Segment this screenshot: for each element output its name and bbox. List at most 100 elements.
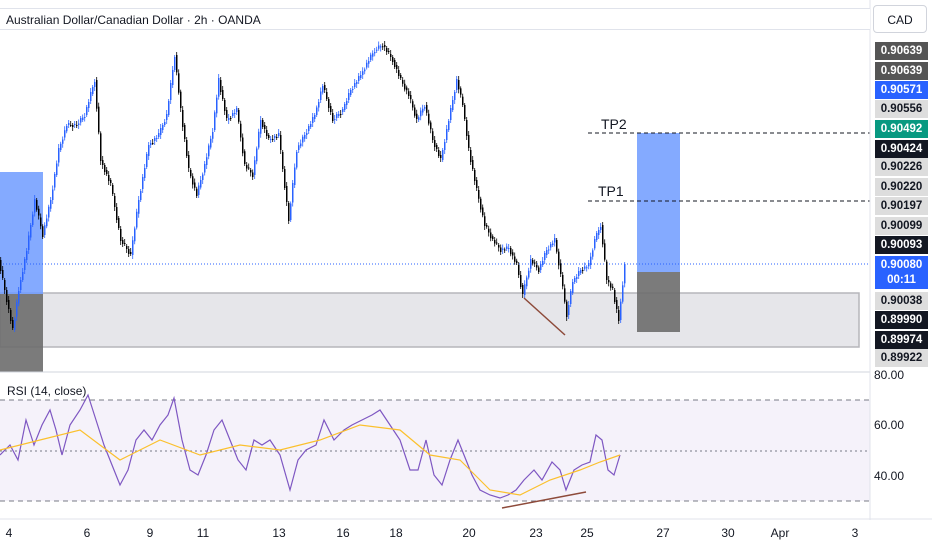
candle-body <box>494 240 496 244</box>
candle-body <box>596 233 598 240</box>
candle-body <box>306 133 308 135</box>
candle-body <box>104 165 106 172</box>
candle-body <box>346 101 348 105</box>
left-loss-zone[interactable] <box>0 294 43 372</box>
candle-body <box>60 143 62 150</box>
candle-body <box>352 89 354 90</box>
candle-body <box>490 232 492 239</box>
candle-body <box>474 170 476 181</box>
candle-body <box>22 272 24 280</box>
candle-body <box>438 150 440 156</box>
candle-body <box>236 108 238 112</box>
candle-body <box>550 244 552 248</box>
candle-body <box>68 123 70 125</box>
long-position-loss-zone[interactable] <box>637 272 680 332</box>
candle-body <box>46 218 48 227</box>
candle-body <box>366 62 368 68</box>
candle-body <box>64 130 66 138</box>
candle-body <box>324 85 326 90</box>
candle-body <box>6 290 8 302</box>
candle-body <box>132 240 134 255</box>
candle-body <box>402 80 404 84</box>
candle-body <box>186 140 188 156</box>
candle-body <box>602 225 604 245</box>
candle-body <box>486 225 488 227</box>
candle-body <box>296 152 298 168</box>
candle-body <box>110 180 112 183</box>
candle-body <box>258 131 260 148</box>
time-axis-label: 11 <box>196 526 210 540</box>
candle-body <box>334 119 336 120</box>
candle-body <box>284 169 286 188</box>
tp2-label[interactable]: TP2 <box>601 116 627 132</box>
candle-body <box>570 291 572 304</box>
candle-body <box>420 110 422 117</box>
candle-body <box>238 110 240 122</box>
candle-body <box>460 88 462 95</box>
candle-body <box>214 112 216 130</box>
candle-body <box>424 107 426 109</box>
candle-body <box>154 138 156 141</box>
candle-body <box>466 120 468 136</box>
candle-body <box>222 90 224 99</box>
candle-body <box>316 107 318 115</box>
candle-body <box>142 177 144 189</box>
candle-body <box>406 87 408 91</box>
candle-body <box>348 93 350 100</box>
rsi-axis-80: 80.00 <box>874 368 905 382</box>
candle-body <box>504 249 506 251</box>
demand-zone[interactable] <box>0 292 860 348</box>
left-profit-zone[interactable] <box>0 172 43 294</box>
candle-body <box>456 79 458 90</box>
tp1-label[interactable]: TP1 <box>598 183 624 199</box>
candle-body <box>410 95 412 100</box>
rsi-divergence-line[interactable] <box>501 491 587 509</box>
candle-body <box>228 118 230 120</box>
time-axis-label: 23 <box>529 526 543 540</box>
candle-body <box>370 54 372 60</box>
candle-body <box>174 57 176 70</box>
candle-body <box>260 120 262 134</box>
candlestick-series <box>0 41 626 332</box>
price-axis-label: 0.90424 <box>875 140 928 158</box>
candle-body <box>328 99 330 108</box>
candle-body <box>102 160 104 165</box>
time-axis-label: 9 <box>146 526 154 540</box>
candle-body <box>216 97 218 114</box>
time-axis-label: 27 <box>656 526 670 540</box>
candle-body <box>332 113 334 121</box>
time-axis-label: 25 <box>580 526 594 540</box>
candle-body <box>360 75 362 78</box>
candle-body <box>244 151 246 164</box>
candle-body <box>534 262 536 264</box>
candle-body <box>412 101 414 108</box>
candle-body <box>364 69 366 72</box>
price-divergence-line[interactable] <box>523 297 566 336</box>
candle-body <box>470 150 472 162</box>
candle-body <box>124 243 126 244</box>
candle-body <box>532 260 534 264</box>
candle-body <box>282 152 284 169</box>
candle-body <box>458 80 460 90</box>
symbol-title[interactable]: Australian Dollar/Canadian Dollar · 2h ·… <box>0 8 870 30</box>
candle-body <box>450 108 452 120</box>
candle-body <box>382 46 384 48</box>
candle-body <box>144 168 146 178</box>
candle-body <box>404 83 406 90</box>
candle-body <box>12 320 14 328</box>
rsi-indicator-label[interactable]: RSI (14, close) <box>7 384 87 398</box>
candle-body <box>66 126 68 132</box>
price-axis-label: 0.90492 <box>875 120 928 138</box>
candle-body <box>116 207 118 220</box>
candle-body <box>190 170 192 177</box>
candle-body <box>354 83 356 87</box>
candle-body <box>266 130 268 136</box>
candle-body <box>308 126 310 131</box>
candle-body <box>150 143 152 145</box>
candle-body <box>616 300 618 309</box>
currency-button[interactable]: CAD <box>873 5 927 33</box>
candle-body <box>28 235 30 250</box>
candle-body <box>152 143 154 144</box>
long-position-profit-zone[interactable] <box>637 133 680 272</box>
